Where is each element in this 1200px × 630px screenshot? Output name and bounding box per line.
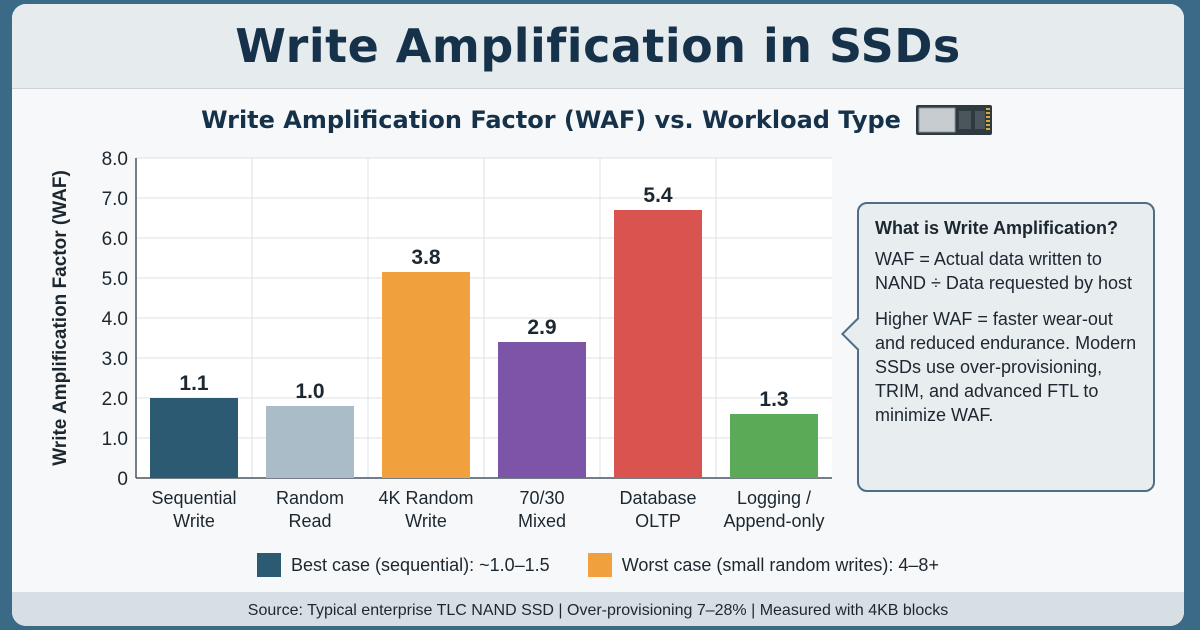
legend-label-best: Best case (sequential): ~1.0–1.5 [291,554,550,575]
y-tick-label: 4.0 [102,309,128,330]
x-tick-label: Append-only [723,511,824,531]
y-axis-label: Write Amplification Factor (WAF) [50,170,71,466]
info-heading: What is Write Amplification? [875,218,1119,238]
page-title: Write Amplification in SSDs [235,19,961,73]
bar-value-label: 5.4 [643,184,673,207]
bar [614,210,702,478]
bar [150,398,238,478]
y-tick-label: 5.0 [102,269,128,290]
legend-label-worst: Worst case (small random writes): 4–8+ [621,554,939,575]
bar-value-label: 1.1 [179,372,209,395]
x-tick-label: 4K Random [378,488,473,508]
y-tick-label: 7.0 [102,189,128,210]
x-tick-label: Mixed [518,511,566,531]
ssd-chip-icon [915,105,992,135]
legend-item-best: Best case (sequential): ~1.0–1.5 [257,553,550,577]
header: Write Amplification in SSDs [12,4,1184,89]
y-tick-label: 2.0 [102,389,128,410]
legend: Best case (sequential): ~1.0–1.5 Worst c… [12,550,1184,580]
y-tick-label: 1.0 [102,429,128,450]
x-tick-label: OLTP [635,511,681,531]
y-tick-label: 0 [117,469,128,490]
bar-value-label: 1.3 [759,388,788,411]
y-tick-label: 3.0 [102,349,128,370]
bar [382,272,470,478]
x-tick-label: 70/30 [519,488,564,508]
bar [266,406,354,478]
chart-card: Write Amplification in SSDs Write Amplif… [12,4,1184,626]
legend-swatch-best [257,553,282,577]
info-explanation: Higher WAF = faster wear-out and reduced… [875,309,1137,425]
x-tick-label: Database [619,488,696,508]
bar [730,414,818,478]
legend-item-worst: Worst case (small random writes): 4–8+ [587,553,939,577]
info-box: What is Write Amplification? WAF = Actua… [841,202,1155,492]
bar-chart: 0 1.0 2.0 3.0 4.0 5.0 6.0 7.0 8.0 Write Amplifica… [50,149,832,531]
x-tick-label: Read [288,511,331,531]
bar-value-label: 3.8 [411,246,441,269]
legend-swatch-worst [587,553,612,577]
y-tick-label: 6.0 [102,229,128,250]
bar-value-label: 2.9 [527,316,556,339]
x-tick-label: Write [173,511,215,531]
info-definition: WAF = Actual data written to NAND ÷ Data… [875,249,1133,293]
x-tick-label: Write [405,511,447,531]
x-tick-label: Sequential [151,488,236,508]
bar [498,342,586,478]
x-tick-label: Logging / [737,488,811,508]
x-tick-label: Random [276,488,344,508]
y-tick-label: 8.0 [102,149,128,170]
bar-value-label: 1.0 [295,380,324,403]
chart-title: Write Amplification Factor (WAF) vs. Wor… [201,106,901,134]
subtitle-row: Write Amplification Factor (WAF) vs. Wor… [12,100,1184,140]
footer-source: Source: Typical enterprise TLC NAND SSD … [12,592,1184,626]
